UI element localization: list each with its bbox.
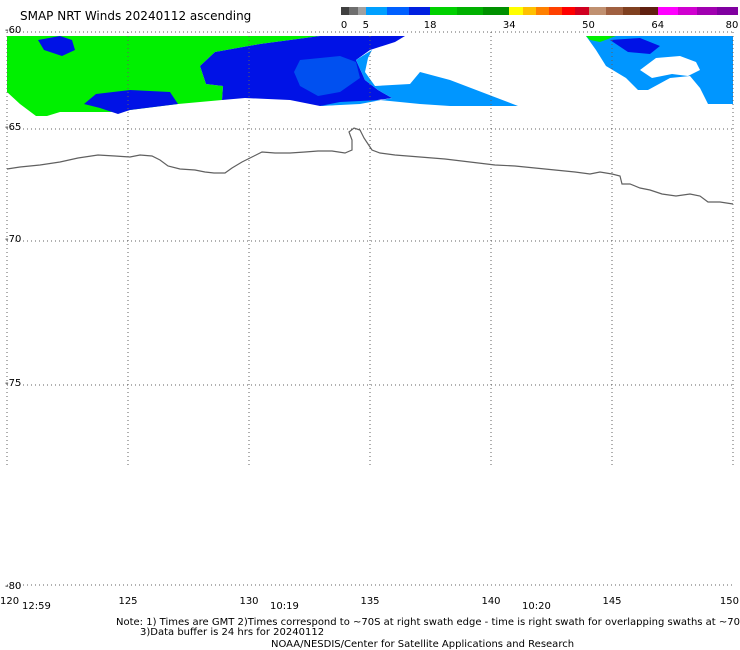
wind-region-light-blue xyxy=(320,50,518,106)
colorbar-swatch xyxy=(430,7,458,15)
longitude-label: 145 xyxy=(602,596,621,607)
wind-region-right-swath xyxy=(586,36,733,104)
wind-patch-right-dark xyxy=(610,38,660,54)
colorbar-tick-label: 0 xyxy=(340,20,348,31)
colorbar-tick-label: 64 xyxy=(651,20,665,31)
colorbar-swatch xyxy=(408,7,431,15)
colorbar-swatch xyxy=(357,7,367,15)
wind-patch-right-green xyxy=(586,36,616,42)
colorbar-swatch xyxy=(677,7,698,15)
longitude-labels: 120 125 130 135 140 145 150 xyxy=(0,596,739,607)
latitude-label: -75 xyxy=(5,378,21,389)
longitude-label: 135 xyxy=(360,596,379,607)
wind-swaths xyxy=(7,36,733,116)
latitude-label: -80 xyxy=(5,581,21,592)
longitude-label: 125 xyxy=(118,596,137,607)
note-line-2: 3)Data buffer is 24 hrs for 20240112 xyxy=(140,627,325,638)
swath-time-label: 10:20 xyxy=(522,601,551,612)
colorbar-swatch xyxy=(562,7,576,15)
colorbar-swatch xyxy=(522,7,537,15)
wind-speed-colorbar xyxy=(341,7,738,15)
colorbar-tick-label: 34 xyxy=(502,20,516,31)
colorbar-swatch xyxy=(387,7,410,15)
colorbar-swatch xyxy=(365,7,388,15)
wind-patch-lower-left xyxy=(84,90,178,114)
wind-region-green xyxy=(7,36,320,116)
colorbar-tick-label: 50 xyxy=(582,20,595,31)
colorbar-swatch xyxy=(456,7,484,15)
swath-time-label: 10:19 xyxy=(270,601,299,612)
latitude-label: -60 xyxy=(5,25,21,36)
colorbar-swatch xyxy=(482,7,510,15)
colorbar-swatch xyxy=(349,7,359,15)
latitude-label: -70 xyxy=(5,234,21,245)
colorbar-swatch xyxy=(575,7,590,15)
longitude-label: 140 xyxy=(481,596,500,607)
swath-time-labels: 12:59 10:19 10:20 xyxy=(22,601,551,612)
colorbar-swatch xyxy=(657,7,679,15)
colorbar-swatch xyxy=(548,7,563,15)
wind-patch-top-left xyxy=(38,36,75,56)
colorbar-swatch xyxy=(341,7,350,15)
colorbar-swatch xyxy=(605,7,624,15)
note-line-3: NOAA/NESDIS/Center for Satellite Applica… xyxy=(271,639,575,650)
colorbar-swatch xyxy=(509,7,524,15)
longitude-label: 120 xyxy=(0,596,19,607)
colorbar-tick-label: 18 xyxy=(423,20,437,31)
colorbar-tick-label: 5 xyxy=(362,20,369,31)
colorbar-swatch xyxy=(535,7,550,15)
swath-time-label: 12:59 xyxy=(22,601,51,612)
antarctic-coastline xyxy=(6,127,734,205)
colorbar-swatch xyxy=(588,7,607,15)
colorbar-swatch xyxy=(623,7,642,15)
latitude-labels: -60 -65 -70 -75 -80 xyxy=(5,25,21,592)
colorbar-swatch xyxy=(640,7,659,15)
colorbar-swatch xyxy=(697,7,718,15)
note-line-1: Note: 1) Times are GMT 2)Times correspon… xyxy=(116,617,740,628)
longitude-label: 150 xyxy=(720,596,739,607)
map-title: SMAP NRT Winds 20240112 ascending xyxy=(20,9,252,23)
wind-region-mid-blue xyxy=(294,56,360,96)
lat-lon-grid xyxy=(6,31,734,586)
longitude-label: 130 xyxy=(239,596,258,607)
colorbar-swatch xyxy=(717,7,738,15)
colorbar-tick-label: 80 xyxy=(725,20,739,31)
latitude-label: -65 xyxy=(5,122,21,133)
